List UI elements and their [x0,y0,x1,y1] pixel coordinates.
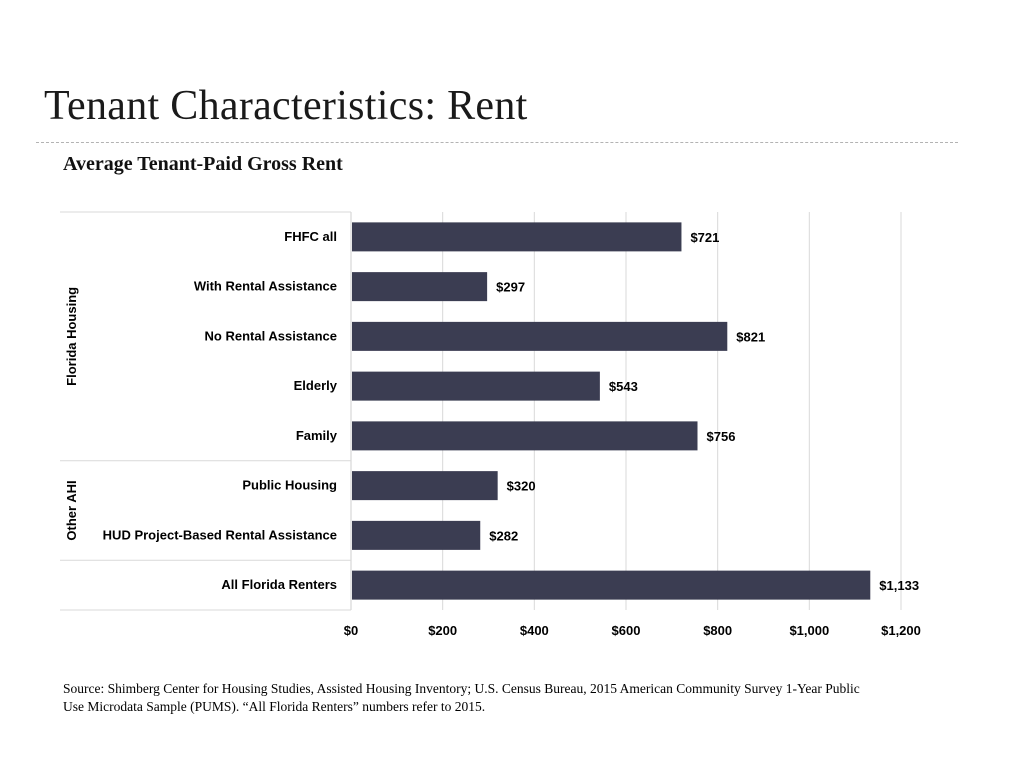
group-label: Florida Housing [64,287,79,386]
bar-chart: FHFC all With Rental Assistance No Rental … [60,211,921,638]
group-label: Other AHI [64,480,79,540]
bar [352,272,488,302]
category-label: Family [296,428,338,443]
title-divider [36,142,958,143]
x-tick-label: $800 [703,623,732,638]
data-label: $282 [489,528,518,543]
bar [352,222,682,252]
data-label: $721 [690,230,719,245]
data-label: $1,133 [879,578,919,593]
group-labels: Florida Housing Other AHI [64,287,79,541]
x-tick-label: $1,000 [789,623,829,638]
chart-title: Average Tenant-Paid Gross Rent [63,153,343,175]
x-tick-label: $200 [428,623,457,638]
bar [352,520,481,550]
x-tick-label: $600 [612,623,641,638]
x-axis-tick-labels: $0 $200 $400 $600 $800 $1,000 $1,200 [344,623,921,638]
category-labels: FHFC all With Rental Assistance No Rental … [103,229,338,592]
data-label: $543 [609,379,638,394]
category-label: FHFC all [284,229,337,244]
data-label: $756 [707,429,736,444]
category-label: Elderly [294,378,338,393]
category-label: HUD Project-Based Rental Assistance [103,527,337,542]
bar [352,471,498,501]
x-tick-label: $400 [520,623,549,638]
category-label: All Florida Renters [221,577,337,592]
category-group-frame [60,211,352,611]
x-tick-label: $0 [344,623,358,638]
bar [352,570,871,600]
data-label: $297 [496,280,525,295]
slide-title: Tenant Characteristics: Rent [44,83,528,129]
x-tick-label: $1,200 [881,623,921,638]
bar [352,421,698,451]
category-label: No Rental Assistance [205,328,337,343]
bar [352,321,728,351]
data-label: $320 [507,479,536,494]
bar [352,371,600,401]
category-label: With Rental Assistance [194,279,337,294]
category-label: Public Housing [242,478,337,493]
data-label: $821 [736,329,765,344]
bars [352,222,871,600]
value-labels: $721 $297 $821 $543 $756 $320 $282 $1,133 [489,230,919,593]
source-note: Source: Shimberg Center for Housing Stud… [63,681,860,714]
gridlines [442,212,902,610]
